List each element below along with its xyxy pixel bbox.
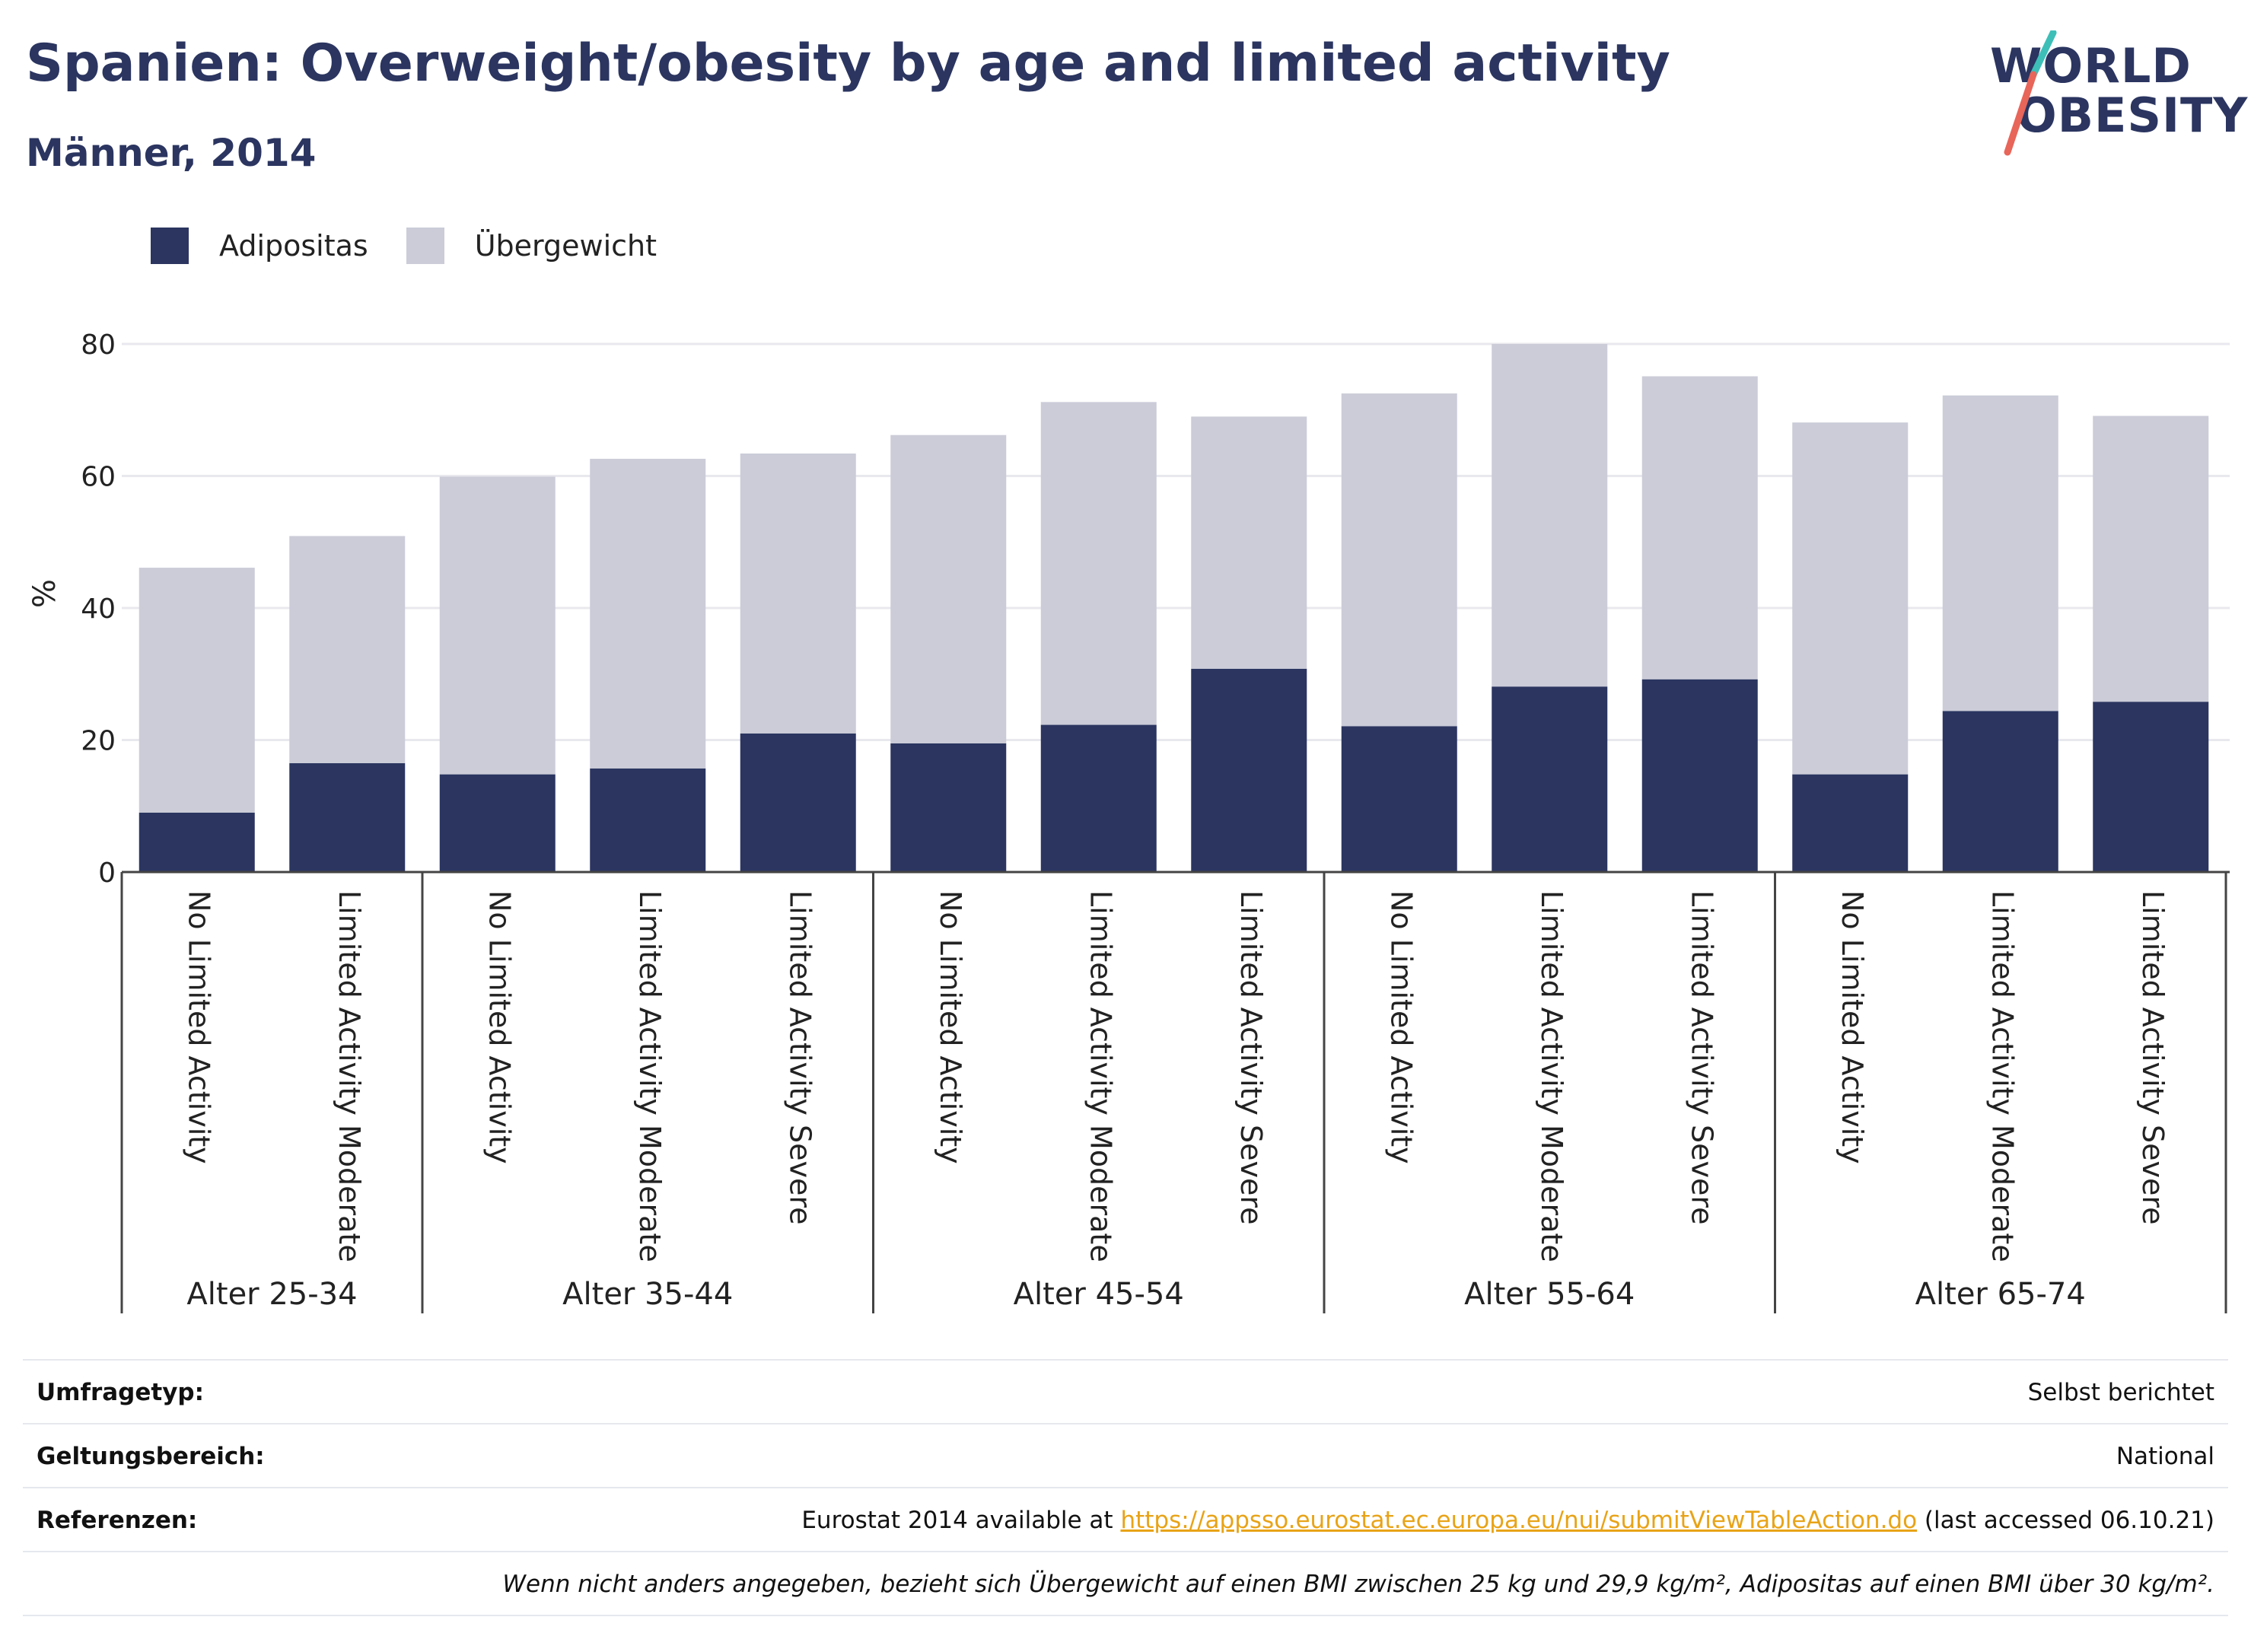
category-label-12: Limited Activity Moderate: [1985, 890, 2019, 1262]
info-value-references: Eurostat 2014 available at https://appss…: [801, 1507, 2214, 1534]
category-label-1: Limited Activity Moderate: [333, 890, 366, 1262]
bar-uebergewicht-7: [1191, 416, 1307, 669]
bar-uebergewicht-10: [1641, 376, 1758, 680]
info-value-survey-type: Selbst berichtet: [2027, 1379, 2214, 1406]
bar-adipositas-13: [2093, 702, 2209, 872]
info-label-scope: Geltungsbereich:: [37, 1443, 265, 1470]
bar-adipositas-3: [590, 768, 706, 872]
bar-uebergewicht-9: [1492, 344, 1608, 687]
logo-line-2: OBESITY: [2017, 88, 2249, 143]
category-label-8: No Limited Activity: [1384, 890, 1418, 1164]
legend-item-uebergewicht[interactable]: Übergewicht: [406, 228, 657, 264]
y-tick-label-0: 0: [98, 858, 116, 889]
legend-label-adipositas: Adipositas: [219, 229, 368, 263]
info-row-scope: Geltungsbereich: National: [23, 1424, 2228, 1488]
reference-suffix: (last accessed 06.10.21): [1917, 1507, 2214, 1534]
group-label-4: Alter 65-74: [1915, 1277, 2086, 1312]
category-label-13: Limited Activity Severe: [2136, 890, 2170, 1225]
info-label-references: Referenzen:: [37, 1507, 198, 1534]
bar-adipositas-0: [138, 812, 255, 872]
bar-uebergewicht-6: [1040, 402, 1157, 725]
bar-uebergewicht-13: [2093, 415, 2209, 702]
category-label-10: Limited Activity Severe: [1685, 890, 1718, 1225]
reference-prefix: Eurostat 2014 available at: [801, 1507, 1121, 1534]
group-label-2: Alter 45-54: [1014, 1277, 1184, 1312]
group-label-3: Alter 55-64: [1464, 1277, 1635, 1312]
category-label-3: Limited Activity Moderate: [633, 890, 667, 1262]
category-label-0: No Limited Activity: [182, 890, 215, 1164]
bar-uebergewicht-3: [590, 458, 706, 769]
info-value-scope: National: [2116, 1443, 2214, 1470]
category-label-4: Limited Activity Severe: [783, 890, 817, 1225]
info-row-references: Referenzen: Eurostat 2014 available at h…: [23, 1488, 2228, 1552]
world-obesity-logo: WORLD OBESITY: [1979, 30, 2247, 160]
bar-adipositas-11: [1792, 774, 1909, 872]
y-tick-label-4: 80: [81, 329, 116, 361]
y-tick-label-2: 40: [81, 594, 116, 625]
info-table: Umfragetyp: Selbst berichtet Geltungsber…: [23, 1359, 2228, 1616]
bar-adipositas-7: [1191, 668, 1307, 872]
bar-uebergewicht-1: [289, 536, 406, 763]
bar-uebergewicht-11: [1792, 422, 1909, 775]
bar-adipositas-1: [289, 762, 406, 872]
info-label-survey-type: Umfragetyp:: [37, 1379, 204, 1406]
legend-item-adipositas[interactable]: Adipositas: [151, 228, 368, 264]
bar-uebergewicht-0: [138, 568, 255, 813]
bmi-definition-note: Wenn nicht anders angegeben, bezieht sic…: [502, 1571, 2214, 1598]
logo-line-1: WORLD: [1990, 38, 2192, 94]
legend-swatch-adipositas: [151, 228, 189, 264]
stacked-bar-chart: 0 20 40 60 80% No Limited Activity Limited Act…: [27, 329, 2230, 1313]
category-label-7: Limited Activity Severe: [1234, 890, 1268, 1225]
bar-uebergewicht-5: [890, 434, 1007, 743]
bar-uebergewicht-12: [1942, 395, 2058, 711]
bar-adipositas-9: [1492, 686, 1608, 872]
bar-uebergewicht-4: [740, 454, 856, 734]
bar-adipositas-8: [1341, 726, 1457, 872]
bar-uebergewicht-8: [1341, 393, 1457, 727]
legend: Adipositas Übergewicht: [151, 227, 695, 265]
group-label-1: Alter 35-44: [562, 1277, 733, 1312]
reference-link[interactable]: https://appsso.eurostat.ec.europa.eu/nui…: [1120, 1507, 1918, 1534]
info-row-survey-type: Umfragetyp: Selbst berichtet: [23, 1361, 2228, 1424]
category-label-5: No Limited Activity: [934, 890, 967, 1164]
group-label-0: Alter 25-34: [186, 1277, 357, 1312]
category-label-2: No Limited Activity: [482, 890, 516, 1164]
bar-adipositas-5: [890, 743, 1007, 872]
y-tick-label-1: 20: [81, 726, 116, 757]
chart-subtitle: Männer, 2014: [26, 131, 317, 175]
bar-adipositas-6: [1040, 724, 1157, 872]
chart-title: Spanien: Overweight/obesity by age and l…: [26, 33, 1670, 94]
bar-adipositas-10: [1641, 679, 1758, 872]
legend-swatch-uebergewicht: [406, 228, 444, 264]
bar-uebergewicht-2: [439, 476, 556, 775]
info-row-note: Wenn nicht anders angegeben, bezieht sic…: [23, 1552, 2228, 1616]
category-label-6: Limited Activity Moderate: [1084, 890, 1117, 1262]
legend-label-uebergewicht: Übergewicht: [474, 229, 657, 263]
y-axis-title: %: [27, 579, 62, 608]
bar-adipositas-2: [439, 774, 556, 872]
bar-adipositas-12: [1942, 711, 2058, 872]
bar-adipositas-4: [740, 733, 856, 872]
y-tick-label-3: 60: [81, 462, 116, 493]
category-label-11: No Limited Activity: [1836, 890, 1869, 1164]
category-label-9: Limited Activity Moderate: [1535, 890, 1568, 1262]
logo-slash-icon: [2004, 30, 2057, 156]
